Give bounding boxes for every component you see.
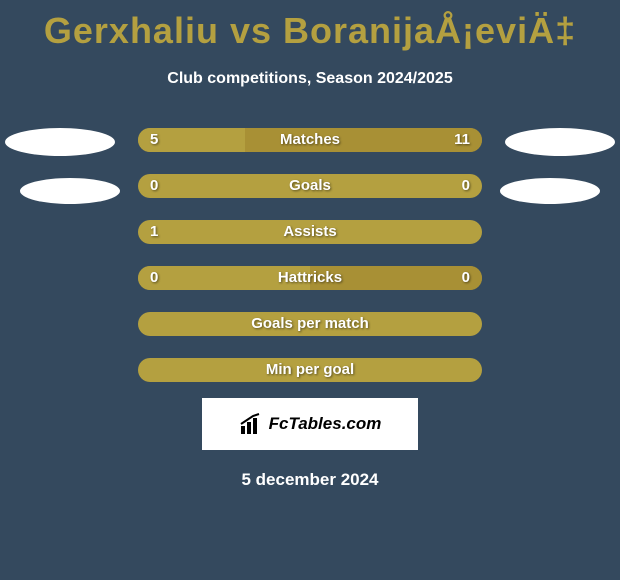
stat-label: Assists: [138, 220, 482, 244]
player-right-avatar-top: [505, 128, 615, 156]
page-title: Gerxhaliu vs BoranijaÅ¡eviÄ‡: [0, 0, 620, 52]
subtitle: Club competitions, Season 2024/2025: [0, 70, 620, 88]
player-left-avatar-mid: [20, 178, 120, 204]
stat-label: Matches: [138, 128, 482, 152]
stat-bar-matches: 5 Matches 11: [138, 128, 482, 152]
player-left-avatar-top: [5, 128, 115, 156]
stat-label: Goals: [138, 174, 482, 198]
stat-bar-assists: 1 Assists: [138, 220, 482, 244]
stat-value-right: 0: [462, 266, 470, 290]
stat-bar-goals-per-match: Goals per match: [138, 312, 482, 336]
stat-value-right: 11: [454, 128, 470, 152]
stat-bar-hattricks: 0 Hattricks 0: [138, 266, 482, 290]
stat-value-right: 0: [462, 174, 470, 198]
stat-bar-goals: 0 Goals 0: [138, 174, 482, 198]
stat-bar-min-per-goal: Min per goal: [138, 358, 482, 382]
logo-text: FcTables.com: [269, 414, 382, 434]
logo-box: FcTables.com: [202, 398, 418, 450]
date-text: 5 december 2024: [0, 470, 620, 490]
stats-container: 5 Matches 11 0 Goals 0 1 Assists 0 Hattr…: [0, 128, 620, 382]
player-right-avatar-mid: [500, 178, 600, 204]
stat-label: Min per goal: [138, 358, 482, 382]
stat-label: Goals per match: [138, 312, 482, 336]
stat-label: Hattricks: [138, 266, 482, 290]
bars-wrapper: 5 Matches 11 0 Goals 0 1 Assists 0 Hattr…: [138, 128, 482, 382]
chart-icon: [239, 412, 263, 436]
